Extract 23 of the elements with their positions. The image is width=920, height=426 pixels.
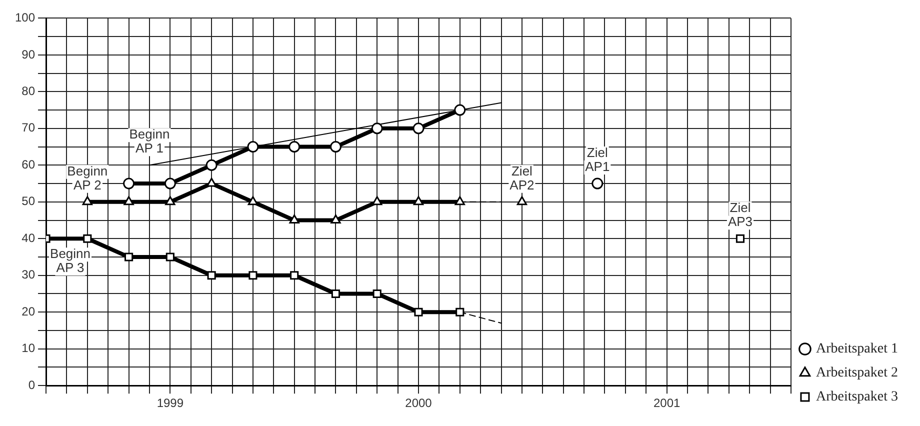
y-tick-label: 30 <box>22 268 36 282</box>
y-tick-label: 40 <box>22 230 36 245</box>
annotation: Ziel AP1 <box>585 145 610 174</box>
annotation: Beginn AP 3 <box>50 246 91 276</box>
x-tick-label: 2001 <box>653 396 680 410</box>
x-tick-label: 1999 <box>156 396 184 410</box>
y-tick-label: 90 <box>22 47 36 62</box>
y-tick-label: 80 <box>22 84 36 98</box>
y-tick-label: 0 <box>28 378 36 392</box>
y-tick-label: 100 <box>14 10 36 25</box>
annotation: Beginn AP 2 <box>67 163 108 192</box>
y-tick-label: 50 <box>22 194 36 208</box>
legend-label: Arbeitspaket 2 <box>816 366 898 381</box>
annotation: Ziel AP2 <box>510 163 534 192</box>
y-tick-label: 10 <box>22 341 36 356</box>
legend-label: Arbeitspaket 3 <box>816 390 898 405</box>
y-tick-label: 70 <box>22 120 36 135</box>
annotation: Ziel AP3 <box>728 200 753 230</box>
y-tick-label: 60 <box>22 157 36 172</box>
annotation: Beginn AP 1 <box>129 126 170 156</box>
y-tick-label: 20 <box>22 304 36 318</box>
legend-label: Arbeitspaket 1 <box>816 342 898 357</box>
x-tick-label: 2000 <box>405 396 432 410</box>
